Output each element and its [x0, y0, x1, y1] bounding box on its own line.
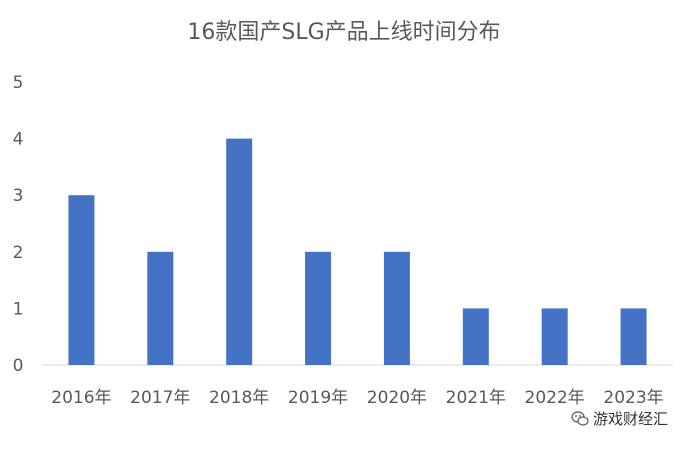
bar [68, 195, 95, 365]
x-tick-label: 2022年 [525, 388, 585, 408]
x-tick-label: 2021年 [446, 388, 506, 408]
x-tick-label: 2016年 [51, 388, 111, 408]
y-tick-label: 0 [13, 356, 24, 376]
bar [462, 308, 489, 365]
x-tick-label: 2017年 [130, 388, 190, 408]
y-tick-label: 2 [13, 243, 24, 263]
watermark: 游戏财经汇 [571, 408, 668, 429]
bar [226, 138, 253, 365]
bar [541, 308, 568, 365]
y-tick-label: 5 [13, 73, 24, 93]
x-tick-label: 2018年 [209, 388, 269, 408]
x-tick-label: 2019年 [288, 388, 348, 408]
bar [620, 308, 647, 365]
x-tick-label: 2023年 [603, 388, 663, 408]
bar [383, 251, 410, 365]
bar [147, 251, 174, 365]
chart-title: 16款国产SLG产品上线时间分布 [187, 20, 501, 45]
y-tick-label: 1 [13, 299, 24, 319]
y-tick-label: 4 [13, 130, 24, 150]
x-tick-label: 2020年 [367, 388, 427, 408]
y-tick-label: 3 [13, 186, 24, 206]
wechat-icon [571, 410, 589, 426]
watermark-text: 游戏财经汇 [592, 410, 668, 428]
bar [305, 251, 332, 365]
